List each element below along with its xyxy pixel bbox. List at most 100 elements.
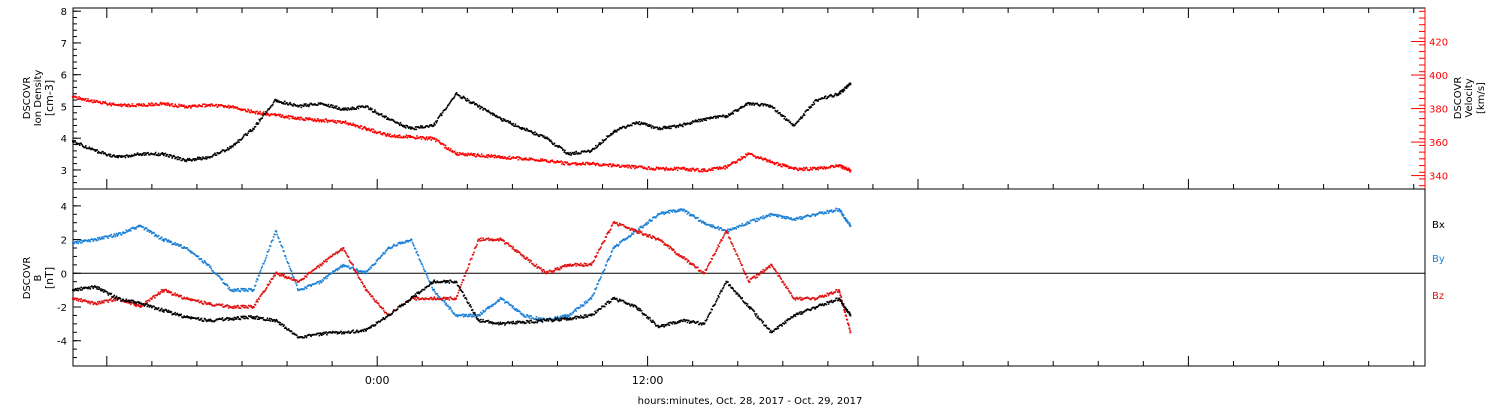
- bz-trace-dot: [834, 291, 837, 293]
- bx-trace-dot: [257, 316, 260, 319]
- by-trace-dot: [168, 241, 170, 243]
- density-trace-dot: [338, 106, 340, 109]
- bz-trace-dot: [628, 226, 630, 229]
- density-trace-dot: [643, 122, 645, 124]
- by-point: [849, 225, 852, 228]
- density-trace-dot: [143, 154, 146, 156]
- bx-trace-dot: [77, 289, 80, 292]
- density-trace-dot: [637, 122, 639, 124]
- density-trace-dot: [712, 117, 714, 119]
- by-trace-dot: [334, 270, 336, 272]
- bx-trace-dot: [356, 330, 359, 333]
- velocity-trace-dot: [83, 99, 86, 101]
- bz-trace-dot: [153, 295, 155, 297]
- by-trace-dot: [522, 313, 524, 316]
- bx-trace-dot: [383, 318, 386, 321]
- density-trace-dot: [374, 111, 377, 113]
- bz-trace-dot: [480, 237, 482, 240]
- bz-trace-dot: [534, 265, 537, 268]
- density-trace-dot: [783, 117, 786, 120]
- by-trace-dot: [697, 216, 699, 219]
- density-trace-dot: [344, 108, 346, 111]
- velocity-point: [793, 167, 796, 170]
- bz-trace-dot: [281, 273, 284, 276]
- velocity-trace-dot: [517, 158, 520, 161]
- by-trace-dot: [584, 302, 587, 305]
- bz-trace-dot: [723, 234, 726, 236]
- by-trace-dot: [267, 250, 270, 253]
- density-trace-dot: [383, 115, 385, 117]
- velocity-trace-dot: [646, 168, 649, 171]
- bz-trace-dot: [765, 267, 768, 269]
- density-trace-dot: [824, 95, 827, 98]
- velocity-trace-dot: [821, 166, 823, 169]
- density-trace-dot: [740, 107, 743, 109]
- bz-trace-dot: [280, 274, 282, 277]
- bx-trace-dot: [448, 282, 451, 284]
- density-trace-dot: [573, 153, 575, 156]
- velocity-trace-dot: [344, 120, 347, 123]
- by-trace-dot: [713, 226, 716, 229]
- velocity-tick-label: 360: [1429, 138, 1448, 149]
- velocity-trace-dot: [190, 105, 193, 108]
- by-trace-dot: [661, 212, 664, 215]
- bz-trace-dot: [276, 272, 279, 275]
- bx-trace-dot: [489, 321, 492, 323]
- density-trace-dot: [352, 108, 354, 110]
- density-trace-dot: [519, 127, 522, 129]
- velocity-trace-dot: [842, 165, 845, 168]
- bz-trace-dot: [472, 253, 475, 256]
- bz-trace-dot: [325, 258, 327, 261]
- density-trace-dot: [730, 113, 733, 115]
- bz-trace-dot: [683, 256, 686, 259]
- density-trace-dot: [808, 106, 810, 109]
- velocity-trace-dot: [240, 109, 243, 112]
- velocity-trace-dot: [563, 163, 566, 166]
- by-trace-dot: [274, 233, 276, 236]
- density-trace-dot: [748, 103, 751, 106]
- density-trace-dot: [256, 122, 258, 124]
- velocity-trace-dot: [434, 138, 436, 140]
- velocity-trace-dot: [702, 168, 704, 170]
- bx-trace-dot: [76, 287, 79, 290]
- bz-trace-dot: [501, 238, 504, 241]
- velocity-trace-dot: [655, 168, 657, 170]
- density-trace-dot: [833, 94, 836, 97]
- by-trace-dot: [848, 222, 851, 225]
- density-trace-dot: [823, 97, 825, 100]
- by-trace-dot: [138, 225, 140, 228]
- bz-trace-dot: [567, 265, 569, 267]
- by-trace-dot: [244, 288, 247, 290]
- bz-trace-dot: [148, 300, 151, 302]
- density-trace-dot: [610, 133, 613, 136]
- bz-trace-dot: [231, 307, 234, 309]
- velocity-trace-dot: [724, 168, 726, 170]
- by-trace-dot: [261, 265, 264, 268]
- bz-trace-dot: [353, 268, 355, 270]
- bz-trace-dot: [225, 305, 228, 307]
- density-trace-dot: [177, 156, 179, 158]
- by-trace-dot: [673, 211, 676, 213]
- velocity-trace-dot: [727, 164, 729, 166]
- bz-trace-dot: [249, 305, 252, 308]
- velocity-trace-dot: [507, 157, 510, 160]
- velocity-trace-dot: [589, 162, 592, 165]
- bx-trace-dot: [420, 290, 423, 292]
- velocity-trace-dot: [196, 106, 199, 108]
- bz-trace-dot: [761, 271, 764, 274]
- density-trace-dot: [477, 105, 479, 108]
- bx-trace-dot: [369, 325, 372, 328]
- by-trace-dot: [730, 228, 733, 231]
- by-trace-dot: [614, 246, 617, 248]
- bz-trace-dot: [670, 247, 673, 250]
- bx-trace-dot: [119, 297, 122, 300]
- velocity-tick-label: 420: [1429, 38, 1448, 49]
- velocity-trace-dot: [474, 153, 476, 155]
- velocity-trace-dot: [814, 166, 816, 169]
- bz-trace-dot: [639, 230, 641, 232]
- by-trace-dot: [413, 245, 415, 247]
- by-trace-dot: [602, 270, 605, 273]
- bz-trace-dot: [839, 294, 842, 296]
- by-trace-dot: [598, 279, 601, 281]
- bz-trace-dot: [259, 294, 262, 297]
